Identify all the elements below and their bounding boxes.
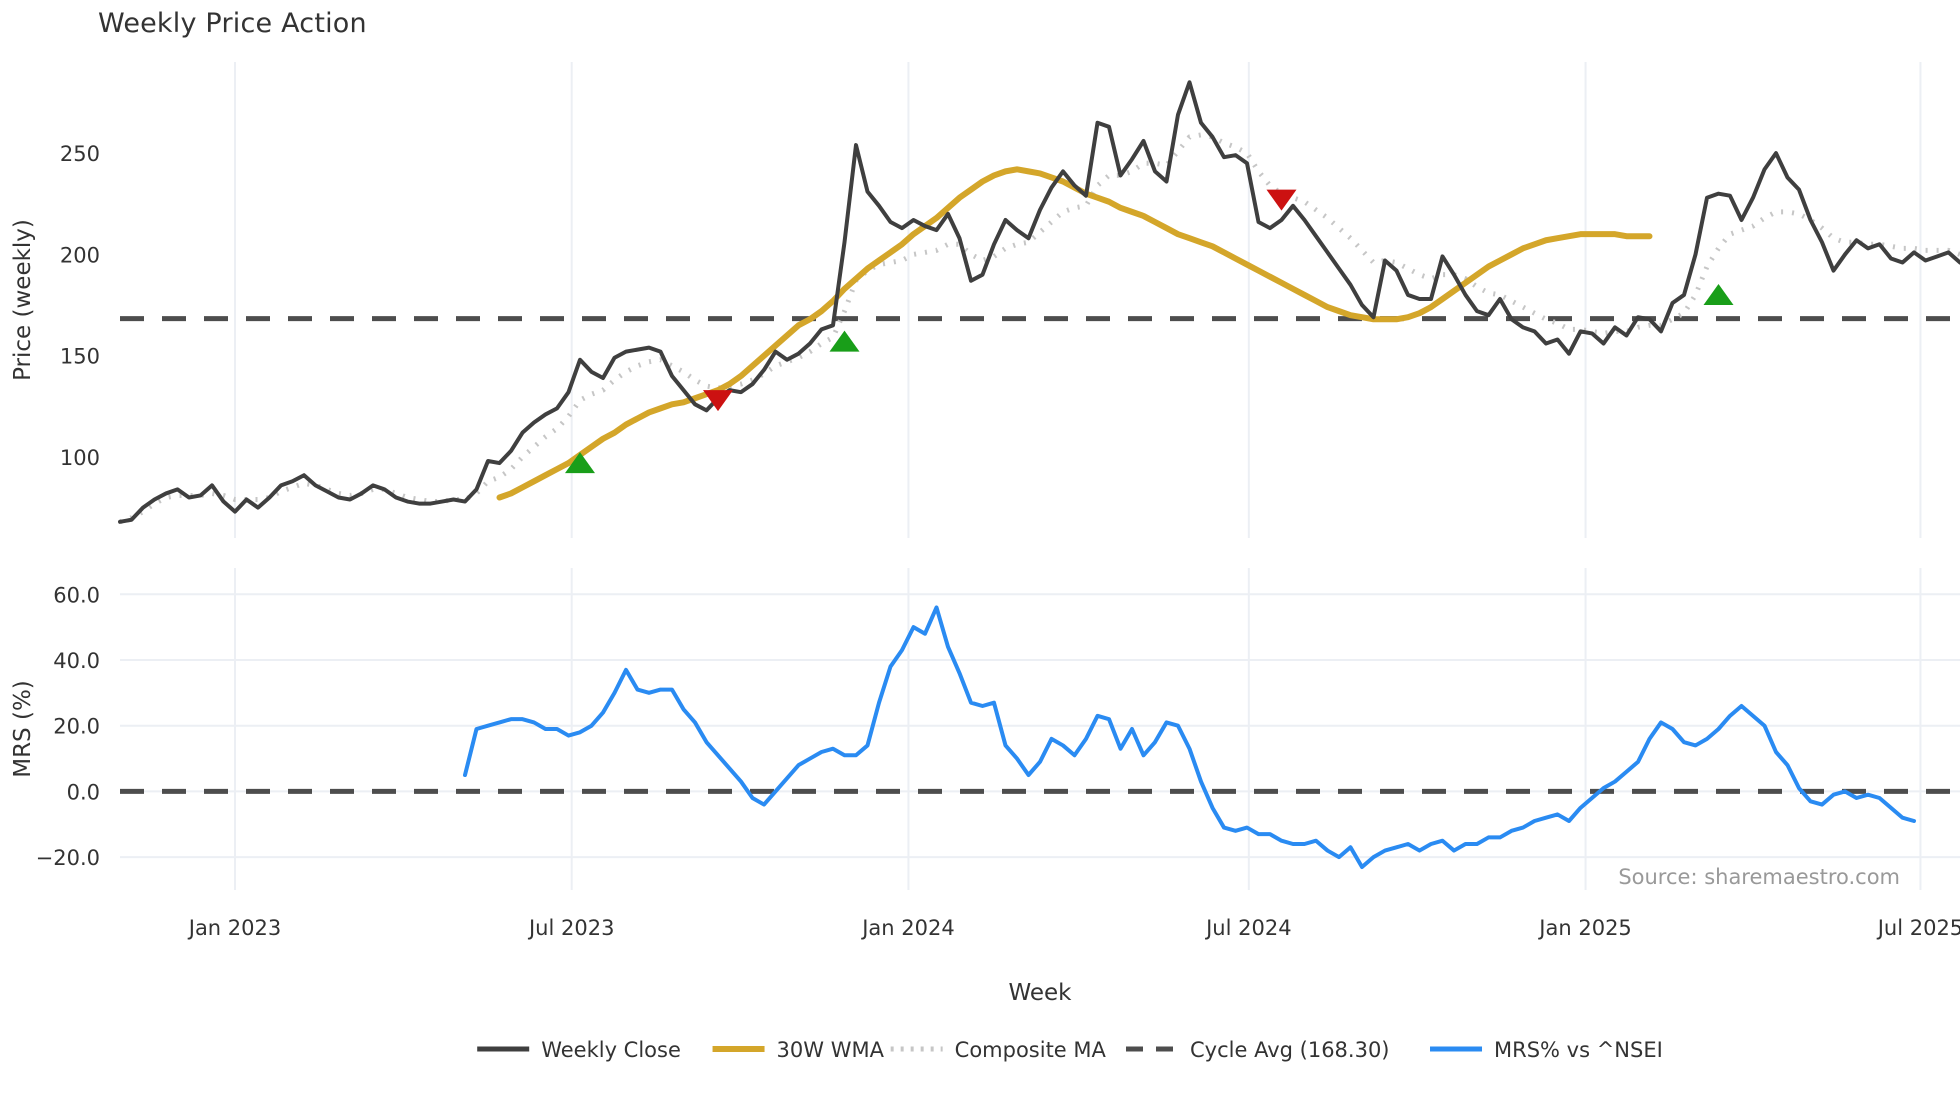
sell-signal-marker: [1266, 189, 1297, 211]
mrs-panel: [120, 605, 1960, 869]
price-ytick-label: 250: [60, 142, 100, 166]
mrs-axis-label: MRS (%): [10, 680, 36, 778]
buy-signal-marker: [829, 330, 860, 352]
price-axis-label: Price (weekly): [10, 219, 36, 381]
chart-legend: Weekly Close 30W WMA Composite MA Cycle Avg…: [477, 1038, 1663, 1062]
price-panel: [118, 80, 1960, 525]
legend-item[interactable]: MRS% vs ^NSEI: [1430, 1038, 1663, 1062]
grid-layer: [120, 62, 1960, 890]
legend-item[interactable]: 30W WMA: [712, 1038, 885, 1062]
axis-ticks: 100 150 200 250 60.0 40.0 20.0 0.0 −20.0 Jan 2023…: [36, 142, 1960, 940]
legend-item[interactable]: Weekly Close: [477, 1038, 681, 1062]
watermark-text: Source: sharemaestro.com: [1618, 865, 1900, 889]
legend-item[interactable]: Cycle Avg (168.30): [1126, 1038, 1390, 1062]
buy-signal-marker: [565, 452, 595, 474]
legend-item[interactable]: Composite MA: [890, 1038, 1107, 1062]
source-watermark: Source: sharemaestro.com: [1618, 865, 1900, 889]
axis-labels: Price (weekly) MRS (%) Week: [10, 219, 1072, 1006]
x-tick-label: Jul 2023: [527, 916, 614, 940]
legend-label: 30W WMA: [777, 1038, 885, 1062]
mrs-ytick-label: −20.0: [36, 846, 100, 870]
legend-label: Weekly Close: [541, 1038, 681, 1062]
mrs-ytick-label: 60.0: [53, 583, 100, 607]
price-ytick-label: 150: [60, 345, 100, 369]
x-axis-label: Week: [1008, 980, 1072, 1006]
price-ytick-label: 200: [60, 243, 100, 267]
mrs-ytick-label: 0.0: [67, 780, 100, 804]
mrs-ytick-label: 20.0: [53, 715, 100, 739]
legend-label: Cycle Avg (168.30): [1190, 1038, 1390, 1062]
weekly-close-line: [118, 80, 1960, 524]
composite-ma-line: [119, 132, 1960, 525]
x-tick-label: Jul 2024: [1204, 916, 1291, 940]
mrs-line: [463, 605, 1916, 869]
sell-signal-marker: [703, 390, 733, 412]
x-tick-label: Jan 2025: [1537, 916, 1632, 940]
mrs-ytick-label: 40.0: [53, 649, 100, 673]
page-title: Weekly Price Action: [98, 8, 367, 39]
x-tick-label: Jul 2025: [1876, 916, 1960, 940]
x-tick-label: Jan 2024: [860, 916, 955, 940]
legend-label: MRS% vs ^NSEI: [1494, 1038, 1663, 1062]
wma-30w-line: [496, 166, 1653, 501]
price-ytick-label: 100: [60, 446, 100, 470]
buy-signal-marker: [1703, 284, 1734, 306]
x-tick-label: Jan 2023: [187, 916, 282, 940]
signal-markers: [565, 189, 1734, 474]
legend-label: Composite MA: [955, 1038, 1107, 1062]
